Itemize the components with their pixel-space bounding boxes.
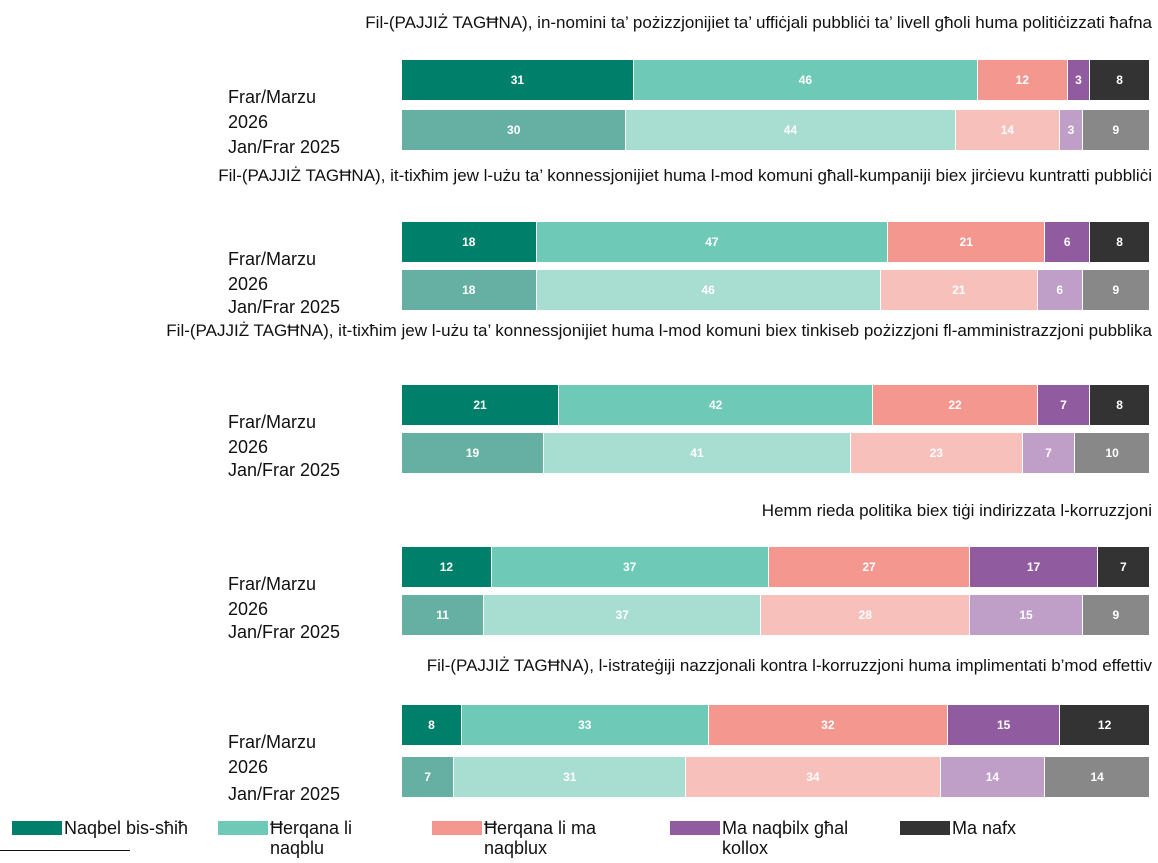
- bar-segment: 18: [402, 222, 537, 262]
- legend-swatch: [900, 821, 950, 835]
- legend-label: Ħerqana li ma naqblux: [484, 818, 597, 858]
- bar-segment: 12: [402, 547, 492, 587]
- bar-segment: 37: [484, 595, 762, 635]
- bar-segment: 7: [1037, 385, 1091, 425]
- category-label: Frar/Marzu 2026: [228, 249, 317, 294]
- bar-segment: 8: [402, 705, 462, 745]
- bar-segment: 14: [940, 757, 1046, 797]
- chart-title: Fil-(PAJJIŻ TAGĦNA), it-tixħim jew l-użu…: [218, 166, 1152, 185]
- bar-segment: 15: [948, 705, 1061, 745]
- bar-segment: 44: [626, 110, 956, 150]
- bar-segment: 34: [686, 757, 941, 797]
- bar-segment: 19: [402, 433, 545, 473]
- legend-swatch: [670, 821, 720, 835]
- category-label: Frar/Marzu 2026: [228, 732, 317, 777]
- bar-segment: 42: [559, 385, 874, 425]
- bar-segment: 33: [461, 705, 709, 745]
- legend-swatch: [12, 821, 62, 835]
- legend-label: Naqbel bis-sħiħ: [64, 818, 189, 838]
- bar-segment: 23: [850, 433, 1023, 473]
- bar-segment: 8: [1090, 222, 1150, 262]
- bar-segment: 8: [1090, 60, 1150, 100]
- bar-segment: 8: [1090, 385, 1150, 425]
- bar-segment: 9: [1082, 270, 1150, 310]
- bar-segment: 12: [977, 60, 1068, 100]
- category-label: Jan/Frar 2025: [228, 622, 341, 642]
- category-label: Jan/Frar 2025: [228, 297, 341, 317]
- category-label: Jan/Frar 2025: [228, 784, 341, 804]
- bar-segment: 46: [633, 60, 978, 100]
- bar-segment: 3: [1060, 110, 1083, 150]
- bar-segment: 32: [708, 705, 949, 745]
- legend-item: Ħerqana li ma naqblux: [432, 818, 634, 858]
- bar-segment: 11: [402, 595, 485, 635]
- category-label: Frar/Marzu 2026: [228, 412, 317, 457]
- bar-segment: 9: [1082, 595, 1150, 635]
- bar-segment: 27: [768, 547, 971, 587]
- category-label: Frar/Marzu 2026: [228, 87, 317, 132]
- bar-segment: 21: [888, 222, 1046, 262]
- underline: [0, 850, 130, 851]
- chart-title: Hemm rieda politika biex tiġi indirizzat…: [761, 501, 1152, 520]
- legend-label: Ma nafx: [952, 818, 1017, 838]
- bar-segment: 6: [1045, 222, 1091, 262]
- bar-segment: 31: [402, 60, 634, 100]
- bar-segment: 7: [402, 757, 455, 797]
- bar-segment: 37: [491, 547, 769, 587]
- bar-segment: 22: [873, 385, 1038, 425]
- bar-segment: 7: [1097, 547, 1150, 587]
- bar-segment: 31: [454, 757, 687, 797]
- legend-item: Ma naqbilx għal kollox: [670, 818, 882, 858]
- bar-segment: 21: [402, 385, 560, 425]
- bar-segment: 15: [970, 595, 1083, 635]
- legend-swatch: [432, 821, 482, 835]
- bar-segment: 6: [1037, 270, 1083, 310]
- bar-segment: 21: [880, 270, 1038, 310]
- chart-title: Fil-(PAJJIŻ TAGĦNA), it-tixħim jew l-użu…: [166, 321, 1152, 340]
- chart-title: Fil-(PAJJIŻ TAGĦNA), in-nomini ta’ pożiz…: [365, 13, 1152, 32]
- legend-label: Ma naqbilx għal kollox: [722, 818, 849, 858]
- legend-swatch: [218, 821, 268, 835]
- category-label: Frar/Marzu 2026: [228, 574, 317, 619]
- bar-segment: 14: [1045, 757, 1150, 797]
- bar-segment: 28: [761, 595, 971, 635]
- legend-label: Ħerqana li naqblu: [270, 818, 353, 858]
- bar-segment: 46: [536, 270, 881, 310]
- bar-segment: 30: [402, 110, 627, 150]
- bar-segment: 12: [1060, 705, 1150, 745]
- bar-segment: 14: [955, 110, 1061, 150]
- legend-item: Ħerqana li naqblu: [218, 818, 390, 858]
- category-label: Jan/Frar 2025: [228, 137, 341, 157]
- bar-segment: 7: [1022, 433, 1076, 473]
- bar-segment: 17: [970, 547, 1098, 587]
- bar-segment: 3: [1067, 60, 1091, 100]
- bar-segment: 18: [402, 270, 537, 310]
- chart-title: Fil-(PAJJIŻ TAGĦNA), l-istrateġiji nazzj…: [426, 656, 1152, 675]
- bar-segment: 41: [544, 433, 851, 473]
- bar-segment: 9: [1082, 110, 1150, 150]
- category-label: Jan/Frar 2025: [228, 460, 341, 480]
- bar-segment: 47: [536, 222, 889, 262]
- bar-segment: 10: [1075, 433, 1150, 473]
- legend-item: Naqbel bis-sħiħ: [12, 818, 194, 838]
- legend-item: Ma nafx: [900, 818, 1072, 838]
